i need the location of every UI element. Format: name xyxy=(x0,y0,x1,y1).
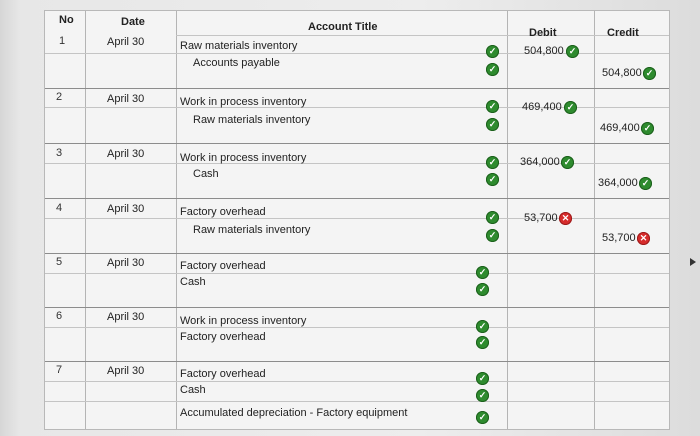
entry-number: 2 xyxy=(56,91,63,103)
account-credit-line[interactable]: Accounts payable xyxy=(193,57,280,69)
debit-amount[interactable]: 469,400 xyxy=(522,101,562,113)
entry-date[interactable]: April 30 xyxy=(107,365,145,377)
check-circle-icon: ✓ xyxy=(486,45,499,58)
account-debit-line[interactable]: Factory overhead xyxy=(180,260,266,272)
entry-number: 4 xyxy=(56,202,63,214)
entry-date[interactable]: April 30 xyxy=(107,311,145,323)
account-credit-line[interactable]: Cash xyxy=(193,168,219,180)
x-circle-icon: ✕ xyxy=(637,232,650,245)
column-divider xyxy=(594,11,595,429)
row-divider xyxy=(45,107,669,108)
account-credit-line[interactable]: Cash xyxy=(180,276,206,288)
entry-divider xyxy=(45,253,669,254)
check-circle-icon: ✓ xyxy=(486,100,499,113)
check-circle-icon: ✓ xyxy=(476,336,489,349)
account-credit-line[interactable]: Accumulated depreciation - Factory equip… xyxy=(180,407,408,419)
entry-number: 1 xyxy=(59,35,66,47)
entry-divider xyxy=(45,88,669,89)
check-circle-icon: ✓ xyxy=(476,389,489,402)
debit-amount[interactable]: 364,000 xyxy=(520,156,560,168)
row-divider xyxy=(45,218,669,219)
account-credit-line[interactable]: Raw materials inventory xyxy=(193,224,311,236)
check-circle-icon: ✓ xyxy=(486,156,499,169)
check-circle-icon: ✓ xyxy=(476,320,489,333)
column-divider xyxy=(176,11,177,429)
check-circle-icon: ✓ xyxy=(486,229,499,242)
row-divider xyxy=(45,273,669,274)
row-divider xyxy=(45,53,669,54)
check-circle-icon: ✓ xyxy=(643,67,656,80)
column-divider xyxy=(507,11,508,429)
entry-divider xyxy=(45,307,669,308)
account-debit-line[interactable]: Work in process inventory xyxy=(180,152,307,164)
account-debit-line[interactable]: Work in process inventory xyxy=(180,315,307,327)
header-no: No xyxy=(59,14,74,26)
check-circle-icon: ✓ xyxy=(476,283,489,296)
entry-date[interactable]: April 30 xyxy=(107,93,145,105)
credit-amount[interactable]: 364,000 xyxy=(598,177,638,189)
entry-number: 3 xyxy=(56,147,63,159)
check-circle-icon: ✓ xyxy=(486,173,499,186)
account-debit-line[interactable]: Raw materials inventory xyxy=(180,40,298,52)
entry-date[interactable]: April 30 xyxy=(107,203,145,215)
check-circle-icon: ✓ xyxy=(566,45,579,58)
check-circle-icon: ✓ xyxy=(561,156,574,169)
check-circle-icon: ✓ xyxy=(486,118,499,131)
account-credit-line[interactable]: Raw materials inventory xyxy=(193,114,311,126)
row-divider xyxy=(45,381,669,382)
account-debit-line[interactable]: Factory overhead xyxy=(180,206,266,218)
entry-date[interactable]: April 30 xyxy=(107,36,145,48)
account-credit-line[interactable]: Cash xyxy=(180,384,206,396)
entry-date[interactable]: April 30 xyxy=(107,257,145,269)
account-debit-line[interactable]: Factory overhead xyxy=(180,368,266,380)
mouse-pointer-icon xyxy=(690,258,696,266)
row-divider xyxy=(45,163,669,164)
account-credit-line[interactable]: Factory overhead xyxy=(180,331,266,343)
entry-number: 6 xyxy=(56,310,63,322)
journal-entry-table: No Date Account Title Debit Credit 1 Apr… xyxy=(44,10,670,430)
credit-amount[interactable]: 469,400 xyxy=(600,122,640,134)
check-circle-icon: ✓ xyxy=(564,101,577,114)
header-credit: Credit xyxy=(607,27,639,39)
entry-number: 7 xyxy=(56,364,63,376)
entry-number: 5 xyxy=(56,256,63,268)
debit-amount[interactable]: 53,700 xyxy=(524,212,558,224)
entry-divider xyxy=(45,143,669,144)
x-circle-icon: ✕ xyxy=(559,212,572,225)
check-circle-icon: ✓ xyxy=(641,122,654,135)
entry-divider xyxy=(45,361,669,362)
credit-amount[interactable]: 504,800 xyxy=(602,67,642,79)
header-account-title: Account Title xyxy=(308,21,378,33)
check-circle-icon: ✓ xyxy=(486,211,499,224)
row-divider xyxy=(45,401,669,402)
debit-amount[interactable]: 504,800 xyxy=(524,45,564,57)
account-debit-line[interactable]: Work in process inventory xyxy=(180,96,307,108)
entry-divider xyxy=(45,198,669,199)
row-divider xyxy=(45,327,669,328)
header-date: Date xyxy=(121,16,145,28)
entry-date[interactable]: April 30 xyxy=(107,148,145,160)
row-divider xyxy=(176,35,669,36)
check-circle-icon: ✓ xyxy=(486,63,499,76)
header-debit: Debit xyxy=(529,27,557,39)
check-circle-icon: ✓ xyxy=(476,372,489,385)
column-divider xyxy=(85,11,86,429)
check-circle-icon: ✓ xyxy=(639,177,652,190)
check-circle-icon: ✓ xyxy=(476,411,489,424)
check-circle-icon: ✓ xyxy=(476,266,489,279)
credit-amount[interactable]: 53,700 xyxy=(602,232,636,244)
